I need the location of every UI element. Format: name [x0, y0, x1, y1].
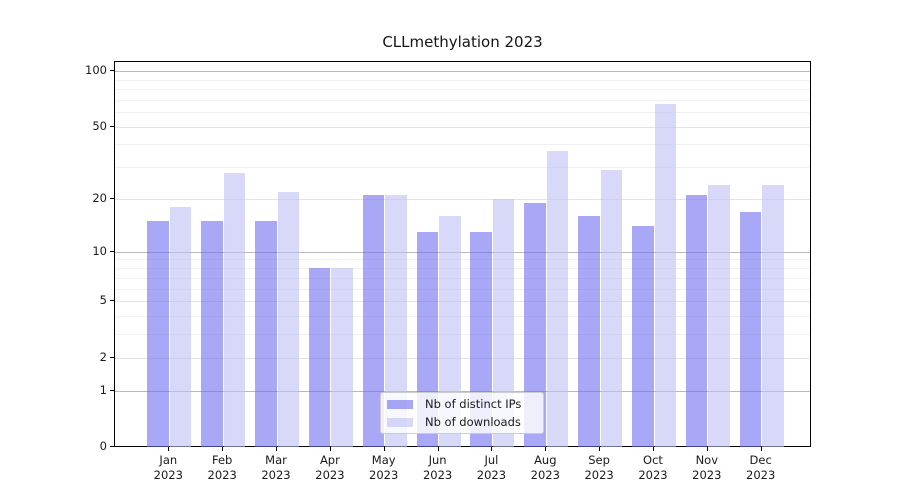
gridline-2 [115, 357, 810, 359]
gridline-50 [115, 126, 810, 128]
x-tick-label-may: May 2023 [369, 453, 399, 482]
gridline-5 [115, 301, 810, 302]
bar-aug-downloads [546, 150, 569, 447]
gridline-70 [115, 99, 810, 101]
x-tick-label-jul: Jul 2023 [476, 453, 507, 482]
chart-title: CLLmethylation 2023 [382, 33, 543, 51]
bar-apr-distinct-ips [308, 268, 331, 447]
legend: Nb of distinct IPs Nb of downloads [380, 392, 544, 434]
y-tick-label-50: 50 [92, 118, 107, 133]
y-tick-label-1: 1 [99, 382, 107, 397]
legend-row-distinct-ips: Nb of distinct IPs [381, 397, 543, 411]
plot-area [114, 61, 811, 447]
gridline-100 [115, 71, 810, 72]
y-tick-label-20: 20 [92, 191, 107, 205]
bar-nov-distinct-ips [685, 195, 708, 447]
y-tick-mark-0 [110, 446, 114, 447]
gridline-80 [115, 89, 810, 90]
gridline-10 [115, 251, 810, 253]
x-tick-label-feb: Feb 2023 [207, 453, 237, 482]
x-tick-label-jan: Jan 2023 [153, 453, 183, 482]
x-tick-mark-aug [545, 447, 547, 451]
y-tick-mark-100 [110, 70, 114, 71]
bar-apr-downloads [331, 268, 353, 447]
bar-aug-distinct-ips [524, 202, 546, 447]
x-tick-label-sep: Sep 2023 [584, 453, 614, 482]
x-tick-label-dec: Dec 2023 [746, 453, 776, 482]
x-tick-mark-dec [760, 447, 762, 451]
bar-dec-downloads [762, 184, 784, 447]
y-tick-label-2: 2 [99, 349, 107, 364]
gridline-7 [115, 277, 810, 279]
bar-feb-distinct-ips [201, 221, 223, 447]
x-tick-mark-nov [706, 447, 708, 451]
x-tick-mark-jul [491, 447, 493, 451]
y-tick-mark-20 [110, 198, 114, 199]
bar-dec-distinct-ips [739, 211, 762, 447]
bar-mar-distinct-ips [255, 221, 277, 447]
x-tick-label-jun: Jun 2023 [422, 453, 453, 482]
x-tick-label-oct: Oct 2023 [638, 453, 668, 482]
gridline-60 [115, 112, 810, 114]
gridline-20 [115, 199, 810, 200]
bar-sep-distinct-ips [578, 216, 600, 447]
bar-nov-downloads [708, 184, 730, 447]
gridline-8 [115, 268, 810, 269]
gridline-90 [115, 79, 810, 81]
x-tick-mark-jun [437, 447, 439, 451]
bar-feb-downloads [223, 172, 246, 447]
y-tick-mark-10 [110, 250, 114, 252]
legend-row-downloads: Nb of downloads [381, 415, 543, 429]
gridline-3 [115, 334, 810, 336]
x-tick-label-aug: Aug 2023 [530, 453, 560, 482]
x-tick-mark-oct [653, 447, 654, 451]
x-tick-mark-feb [222, 447, 224, 451]
x-tick-label-apr: Apr 2023 [315, 453, 345, 482]
x-tick-mark-may [383, 447, 385, 451]
y-tick-mark-1 [110, 389, 114, 391]
gridline-1 [115, 390, 810, 392]
gridline-6 [115, 288, 810, 290]
y-tick-mark-5 [110, 300, 114, 301]
gridline-9 [115, 259, 810, 261]
bar-mar-downloads [277, 191, 299, 447]
gridline-30 [115, 167, 810, 169]
x-tick-mark-jan [168, 447, 170, 451]
bar-oct-distinct-ips [632, 226, 654, 447]
x-tick-mark-sep [599, 447, 601, 451]
bar-jul-downloads [492, 199, 515, 447]
bar-jun-downloads [439, 216, 461, 447]
legend-label-distinct-ips: Nb of distinct IPs [425, 397, 522, 411]
y-tick-label-5: 5 [99, 293, 107, 307]
x-tick-label-mar: Mar 2023 [261, 453, 291, 482]
gridline-4 [115, 315, 810, 317]
x-tick-mark-mar [276, 447, 277, 451]
bar-sep-downloads [600, 169, 623, 447]
bar-oct-downloads [654, 104, 676, 447]
bar-jan-distinct-ips [147, 221, 169, 447]
gridline-40 [115, 144, 810, 146]
y-tick-label-0: 0 [99, 439, 107, 453]
y-tick-label-10: 10 [92, 243, 107, 258]
bar-jan-downloads [169, 207, 192, 447]
legend-label-downloads: Nb of downloads [425, 415, 521, 429]
x-tick-mark-apr [329, 447, 331, 451]
legend-swatch-distinct-ips [387, 399, 413, 409]
y-tick-mark-50 [110, 125, 114, 127]
legend-swatch-downloads [387, 417, 413, 427]
y-tick-label-100: 100 [85, 63, 107, 77]
y-tick-mark-2 [110, 356, 114, 358]
bar-may-downloads [385, 195, 407, 447]
bar-may-distinct-ips [362, 195, 385, 447]
x-tick-label-nov: Nov 2023 [692, 453, 722, 482]
